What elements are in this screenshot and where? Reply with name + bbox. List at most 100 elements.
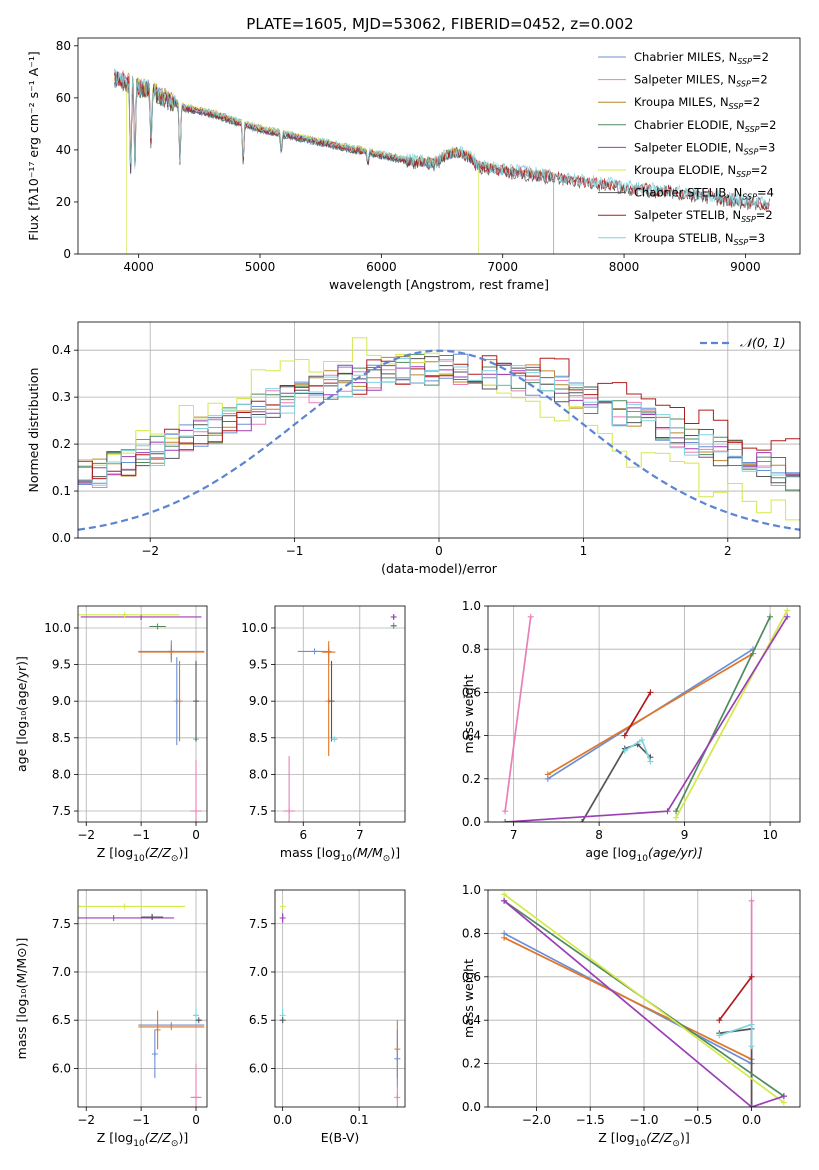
- y-tick-label: 0.1: [52, 484, 71, 498]
- axes-frame: [487, 889, 801, 1108]
- x-axis-label-part: (Z/Z: [145, 845, 172, 860]
- y-tick-label: 6.0: [52, 1061, 71, 1075]
- y-axis-label: mass weight: [461, 674, 476, 753]
- x-axis-label-part: (Z/Z: [145, 1130, 172, 1145]
- legend-label-main: Chabrier STELIB, N: [634, 186, 742, 200]
- legend-label-sub: SSP: [736, 170, 751, 179]
- y-tick-label: 0.2: [462, 772, 481, 786]
- x-axis-label: Z [log10(Z/Z⊙)]: [598, 1130, 689, 1149]
- y-tick-label: 7.0: [249, 965, 268, 979]
- y-tick-label: 8.0: [52, 767, 71, 781]
- weight-point: [501, 891, 508, 898]
- weight-line: [504, 616, 532, 812]
- data-point: [311, 648, 318, 655]
- x-tick-label: 10: [762, 828, 777, 842]
- y-tick-label: 0.4: [52, 343, 71, 357]
- x-tick-label: 5000: [245, 260, 276, 274]
- data-point: [279, 914, 286, 921]
- y-tick-label: 60: [56, 91, 71, 105]
- panel-mass_vs_EBV: 0.0 0.1 6.0 6.5 7.0 7.5 E(B-V): [249, 889, 406, 1145]
- plot-area: [279, 903, 401, 1107]
- weight-point: [748, 1021, 755, 1028]
- weight-point: [638, 736, 645, 743]
- data-point: [195, 1017, 202, 1024]
- x-axis-label-part: 10: [133, 854, 145, 864]
- y-tick-label: 40: [56, 143, 71, 157]
- data-point: [394, 1094, 401, 1101]
- plot-area: [78, 611, 205, 822]
- data-point: [168, 1023, 175, 1030]
- y-tick-label: 7.5: [52, 917, 71, 931]
- weight-point: [784, 613, 791, 620]
- weight-point: [502, 819, 509, 822]
- y-axis-label: Normed distribution: [26, 368, 41, 493]
- x-tick-label: 7000: [487, 260, 518, 274]
- y-tick-label: 0.2: [462, 1057, 481, 1071]
- x-tick-label: 8: [595, 828, 603, 842]
- y-tick-label: 0.2: [52, 437, 71, 451]
- legend-label-sub: SSP: [736, 80, 751, 89]
- legend-label: Chabrier MILES, NSSP=2: [634, 50, 769, 66]
- axes-frame: [77, 321, 801, 539]
- y-tick-label: 7.0: [52, 965, 71, 979]
- data-point: [193, 808, 200, 815]
- y-tick-label: 9.5: [249, 658, 268, 672]
- legend-label-tail: =2: [751, 163, 768, 177]
- x-axis-label: mass [log10(M/M⊙)]: [280, 845, 400, 864]
- legend-label-main: Chabrier ELODIE, N: [634, 118, 745, 132]
- data-point: [154, 1026, 161, 1033]
- x-axis-label-part: )]: [680, 1130, 690, 1145]
- axes-frame: [77, 889, 208, 1108]
- y-tick-label: 6.5: [249, 1013, 268, 1027]
- plot-area: [78, 903, 205, 1107]
- weight-point: [673, 814, 680, 821]
- y-tick-label: 0.8: [462, 926, 481, 940]
- y-tick-label: 0.6: [462, 970, 481, 984]
- data-point: [176, 698, 183, 705]
- legend-label-sub: SSP: [737, 57, 752, 66]
- histogram-step: [78, 357, 800, 486]
- x-tick-label: 0: [192, 828, 200, 842]
- legend-label: Salpeter STELIB, NSSP=2: [634, 208, 773, 224]
- x-tick-label: −2.0: [522, 1113, 551, 1127]
- axes-frame: [77, 605, 208, 823]
- x-axis-label-part: 10: [635, 1139, 647, 1149]
- weight-point: [502, 808, 509, 815]
- data-point: [331, 736, 338, 743]
- legend-label-tail: =3: [758, 140, 775, 154]
- data-point: [149, 914, 156, 921]
- weight-point: [748, 1104, 755, 1107]
- x-axis-label-part: 10: [637, 854, 649, 864]
- legend-label-main: Kroupa ELODIE, N: [634, 163, 736, 177]
- x-axis-label: wavelength [Angstrom, rest frame]: [329, 277, 549, 292]
- weight-point: [767, 613, 774, 620]
- weight-point: [664, 808, 671, 815]
- legend-label: Kroupa MILES, NSSP=2: [634, 95, 760, 111]
- legend-label-main: Kroupa STELIB, N: [634, 231, 734, 245]
- weight-point: [621, 732, 628, 739]
- x-tick-label: −1.5: [576, 1113, 605, 1127]
- x-tick-label: 9: [681, 828, 689, 842]
- x-axis-label-part: (age/yr)]: [648, 845, 703, 860]
- weight-point: [784, 607, 791, 614]
- weight-line: [675, 616, 771, 812]
- plot-area: [114, 68, 771, 254]
- legend-label: Kroupa STELIB, NSSP=3: [634, 231, 765, 247]
- legend-label: 𝒩(0, 1): [740, 335, 786, 350]
- legend-label-tail: =2: [752, 50, 769, 64]
- x-tick-label: −2: [141, 544, 159, 558]
- panel-age_vs_Z: −2 −1 0 7.5 8.0 8.5 9.0 9.5 10.0 Z [log10(Z/Z⊙)] a…: [14, 605, 208, 864]
- x-tick-label: 4000: [123, 260, 154, 274]
- data-point: [121, 611, 128, 618]
- data-point: [279, 903, 286, 910]
- weight-point: [780, 1099, 787, 1106]
- axes-frame: [487, 605, 801, 823]
- x-axis-label-part: 10: [133, 1139, 145, 1149]
- legend-label-tail: =2: [760, 118, 777, 132]
- x-axis-label-part: Z [log: [97, 1130, 133, 1145]
- y-axis-label: mass weight: [461, 959, 476, 1038]
- y-tick-label: 7.5: [249, 917, 268, 931]
- weight-point: [621, 747, 628, 754]
- y-axis-label: age [log₁₀(age/yr)]: [14, 656, 29, 772]
- weight-point: [501, 934, 508, 941]
